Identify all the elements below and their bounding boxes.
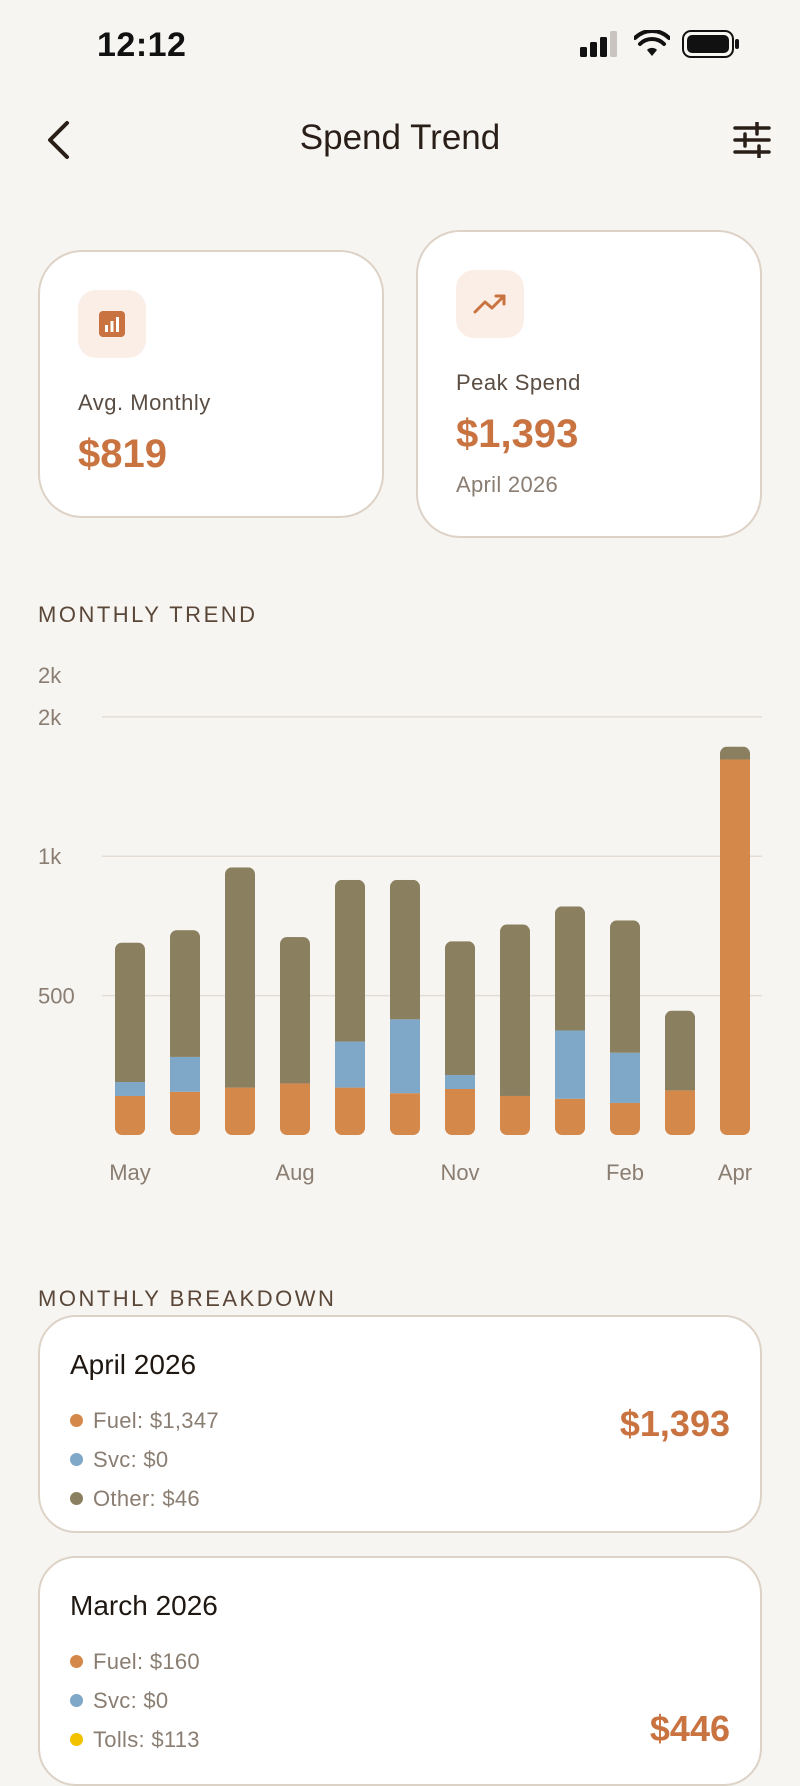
bar-segment-svc	[170, 1056, 200, 1092]
page-title: Spend Trend	[299, 118, 501, 157]
breakdown-item-label: Svc: $0	[93, 1446, 169, 1472]
breakdown-item-fuel: Fuel: $1,347	[70, 1401, 219, 1440]
x-tick-label: Aug	[275, 1160, 314, 1185]
breakdown-item-tolls: Tolls: $113	[70, 1720, 200, 1759]
bar-segment-other	[555, 906, 585, 1031]
bar-segment-svc	[335, 1041, 365, 1088]
breakdown-month: March 2026	[70, 1590, 218, 1621]
bar-segment-fuel	[390, 1093, 420, 1135]
cellular-signal-icon	[580, 31, 622, 62]
peak-spend-label: Peak Spend	[456, 370, 581, 395]
avg-monthly-label: Avg. Monthly	[78, 390, 211, 415]
bar-segment-fuel	[610, 1102, 640, 1135]
monthly-trend-heading: MONTHLY TREND	[38, 602, 258, 627]
bar-segment-other	[335, 879, 365, 1042]
breakdown-item-label: Svc: $0	[93, 1687, 169, 1713]
status-time: 12:12	[97, 26, 187, 64]
fuel-dot-icon	[70, 1655, 83, 1668]
bar-segment-other	[225, 867, 255, 1088]
bar-segment-fuel	[115, 1095, 145, 1135]
bar-segment-fuel	[170, 1091, 200, 1135]
bar-segment-svc	[445, 1075, 475, 1089]
chart-svg: 2k 2k 1k 500 May Aug Nov Feb Apr	[38, 663, 762, 1185]
bar-segment-fuel	[335, 1087, 365, 1135]
bar-segment-other	[665, 1010, 695, 1091]
back-button[interactable]	[36, 118, 80, 162]
avg-monthly-card: Avg. Monthly $819	[38, 250, 384, 518]
battery-icon	[682, 30, 740, 63]
bar-segment-svc	[390, 1019, 420, 1094]
breakdown-card-march[interactable]: March 2026 Fuel: $160 Svc: $0 Tolls: $11…	[38, 1556, 762, 1786]
x-tick-label: Feb	[606, 1160, 644, 1185]
breakdown-month: April 2026	[70, 1349, 197, 1380]
breakdown-item-label: Other: $46	[93, 1485, 200, 1511]
peak-spend-card: Peak Spend $1,393 April 2026	[416, 230, 762, 538]
breakdown-item-fuel: Fuel: $160	[70, 1642, 200, 1681]
bar-segment-other	[170, 930, 200, 1057]
y-tick-label: 2k	[38, 705, 62, 730]
wifi-icon	[633, 28, 671, 63]
breakdown-item-label: Fuel: $160	[93, 1648, 200, 1674]
bar-segment-other	[500, 924, 530, 1096]
breakdown-item-other: Other: $46	[70, 1479, 219, 1518]
svc-dot-icon	[70, 1453, 83, 1466]
y-tick-label: 2k	[38, 663, 62, 688]
bar-segment-fuel	[500, 1095, 530, 1135]
bar-segment-other	[390, 879, 420, 1020]
peak-spend-month: April 2026	[456, 472, 559, 497]
tolls-dot-icon	[70, 1733, 83, 1746]
breakdown-total: $446	[649, 1708, 730, 1749]
breakdown-items: Fuel: $1,347 Svc: $0 Other: $46	[70, 1401, 219, 1518]
breakdown-item-svc: Svc: $0	[70, 1440, 219, 1479]
bar-segment-other	[445, 941, 475, 1076]
chevron-left-icon	[48, 121, 69, 159]
bar-segment-fuel	[555, 1098, 585, 1135]
breakdown-item-label: Fuel: $1,347	[93, 1407, 219, 1433]
bar-segment-other	[115, 942, 145, 1083]
fuel-dot-icon	[70, 1414, 83, 1427]
bar-segment-other	[610, 920, 640, 1053]
avg-monthly-value: $819	[78, 432, 167, 476]
breakdown-item-svc: Svc: $0	[70, 1681, 200, 1720]
breakdown-items: Fuel: $160 Svc: $0 Tolls: $113	[70, 1642, 200, 1759]
status-icons	[580, 28, 740, 63]
bar-segment-fuel	[225, 1087, 255, 1135]
bar-segment-svc	[115, 1082, 145, 1096]
sliders-icon	[733, 122, 771, 158]
bar-segment-fuel	[280, 1083, 310, 1135]
bar-segment-fuel	[665, 1090, 695, 1135]
svc-dot-icon	[70, 1694, 83, 1707]
breakdown-card-april[interactable]: April 2026 Fuel: $1,347 Svc: $0 Other: $…	[38, 1315, 762, 1533]
x-tick-label: May	[109, 1160, 151, 1185]
breakdown-item-label: Tolls: $113	[93, 1726, 200, 1752]
bar-chart-icon	[78, 290, 146, 358]
x-tick-label: Apr	[718, 1160, 752, 1185]
bar-segment-other	[720, 746, 750, 760]
bar-segment-svc	[555, 1030, 585, 1099]
filter-button[interactable]	[730, 118, 774, 162]
nav-bar: Spend Trend	[0, 100, 800, 180]
monthly-breakdown-heading: MONTHLY BREAKDOWN	[38, 1286, 337, 1311]
y-tick-label: 1k	[38, 844, 62, 869]
bar-segment-fuel	[720, 759, 750, 1135]
bar-segment-other	[280, 937, 310, 1084]
y-tick-label: 500	[38, 984, 75, 1009]
x-tick-label: Nov	[440, 1160, 479, 1185]
other-dot-icon	[70, 1492, 83, 1505]
peak-spend-value: $1,393	[456, 412, 579, 456]
monthly-trend-chart: 2k 2k 1k 500 May Aug Nov Feb Apr	[0, 640, 800, 1200]
bar-segment-svc	[610, 1052, 640, 1103]
status-bar: 12:12	[0, 0, 800, 90]
breakdown-total: $1,393	[619, 1403, 730, 1444]
bar-segment-fuel	[445, 1089, 475, 1135]
trending-up-icon	[456, 270, 524, 338]
